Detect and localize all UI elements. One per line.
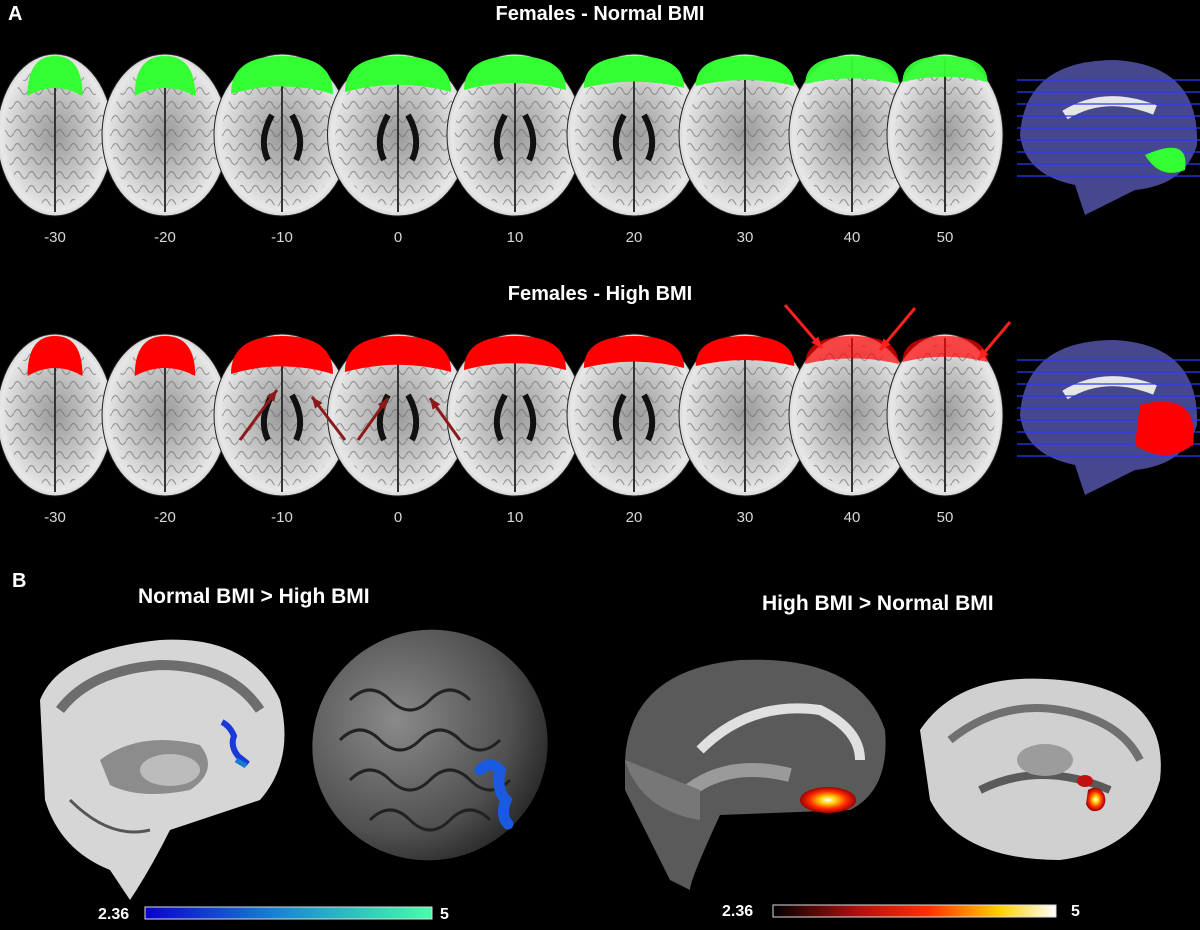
slice-label: 50	[936, 509, 954, 526]
activation-overlay	[231, 56, 333, 94]
slice-label: -10	[271, 229, 293, 246]
activation-overlay	[344, 56, 452, 92]
3d-render-normal-gt-high	[312, 629, 548, 861]
colorbar-blue-max: 5	[440, 906, 449, 923]
slice-label: 30	[736, 509, 754, 526]
slice-label: 20	[625, 509, 643, 526]
sagittal-slice-normal-gt-high	[40, 639, 285, 900]
slice-label: 50	[936, 229, 954, 246]
row-title-normal-bmi: Females - Normal BMI	[495, 3, 705, 25]
activation-overlay	[231, 336, 333, 374]
axial-slice-1-1	[101, 333, 229, 497]
activation-overlay	[464, 336, 566, 370]
slice-label: 40	[843, 509, 861, 526]
pointer-arrow-icon	[310, 396, 347, 441]
axial-slice-0-5	[566, 53, 702, 217]
activation-overlay	[902, 336, 988, 362]
colorbar-blue	[144, 906, 433, 920]
oblique-slice-high-gt-normal	[920, 678, 1161, 860]
contrast-title-normal-gt-high: Normal BMI > High BMI	[138, 585, 370, 608]
colorbar-hot-min: 2.36	[722, 903, 754, 920]
pointer-arrow-icon	[238, 389, 279, 441]
axial-slice-0-6	[678, 53, 812, 217]
slice-label: 10	[506, 229, 524, 246]
activation-overlay	[27, 56, 83, 96]
slice-label: -20	[154, 509, 176, 526]
axial-slice-1-2	[213, 333, 351, 497]
slice-label: 10	[506, 509, 524, 526]
axial-slice-1-3	[327, 333, 469, 497]
activation-overlay	[695, 56, 795, 86]
activation-overlay	[583, 336, 685, 368]
panel-a-letter: A	[8, 3, 23, 25]
colorbar-hot-max: 5	[1071, 903, 1080, 920]
slice-label: -30	[44, 509, 66, 526]
pointer-arrow-icon	[356, 397, 390, 441]
axial-slice-0-3	[327, 53, 469, 217]
axial-slice-0-8	[886, 53, 1004, 217]
activation-overlay	[344, 336, 452, 372]
row-title-high-bmi: Females - High BMI	[507, 283, 693, 305]
contrast-title-high-gt-normal: High BMI > Normal BMI	[762, 592, 994, 615]
axial-slice-1-7	[788, 333, 916, 497]
sagittal-reference-0	[1017, 60, 1200, 215]
3d-sagittal-render-high-gt-normal	[625, 659, 886, 890]
activation-overlay	[464, 56, 566, 90]
activation-overlay	[134, 336, 196, 376]
slice-label: 20	[625, 229, 643, 246]
sagittal-reference-1	[1017, 340, 1200, 495]
axial-slice-0-1	[101, 53, 229, 217]
slice-label: 40	[843, 229, 861, 246]
activation-overlay	[902, 56, 988, 82]
activation-overlay	[134, 56, 196, 96]
slice-label: -30	[44, 229, 66, 246]
axial-slice-1-8	[886, 333, 1004, 497]
activation-overlay	[27, 336, 83, 376]
axial-slice-0-2	[213, 53, 351, 217]
panel-b-letter: B	[12, 570, 27, 592]
pointer-arrow-icon	[976, 321, 1012, 361]
slice-label: -20	[154, 229, 176, 246]
pointer-arrow-icon	[878, 307, 917, 351]
axial-slices-figure	[0, 53, 1200, 497]
pointer-arrow-icon	[783, 304, 824, 349]
colorbar-hot	[772, 904, 1057, 918]
axial-slice-1-4	[446, 333, 584, 497]
axial-slice-1-0	[0, 333, 114, 497]
axial-slice-0-0	[0, 53, 114, 217]
slice-label: 0	[393, 509, 403, 526]
pointer-arrow-icon	[428, 397, 462, 441]
slice-label: 0	[393, 229, 403, 246]
axial-slice-1-6	[678, 333, 812, 497]
activation-overlay	[695, 336, 795, 366]
axial-slice-0-4	[446, 53, 584, 217]
slice-label: -10	[271, 509, 293, 526]
axial-slice-0-7	[788, 53, 916, 217]
activation-overlay	[805, 336, 899, 364]
axial-slice-1-5	[566, 333, 702, 497]
activation-overlay	[805, 56, 899, 84]
slice-label: 30	[736, 229, 754, 246]
colorbar-blue-min: 2.36	[98, 906, 130, 923]
activation-overlay	[583, 56, 685, 88]
